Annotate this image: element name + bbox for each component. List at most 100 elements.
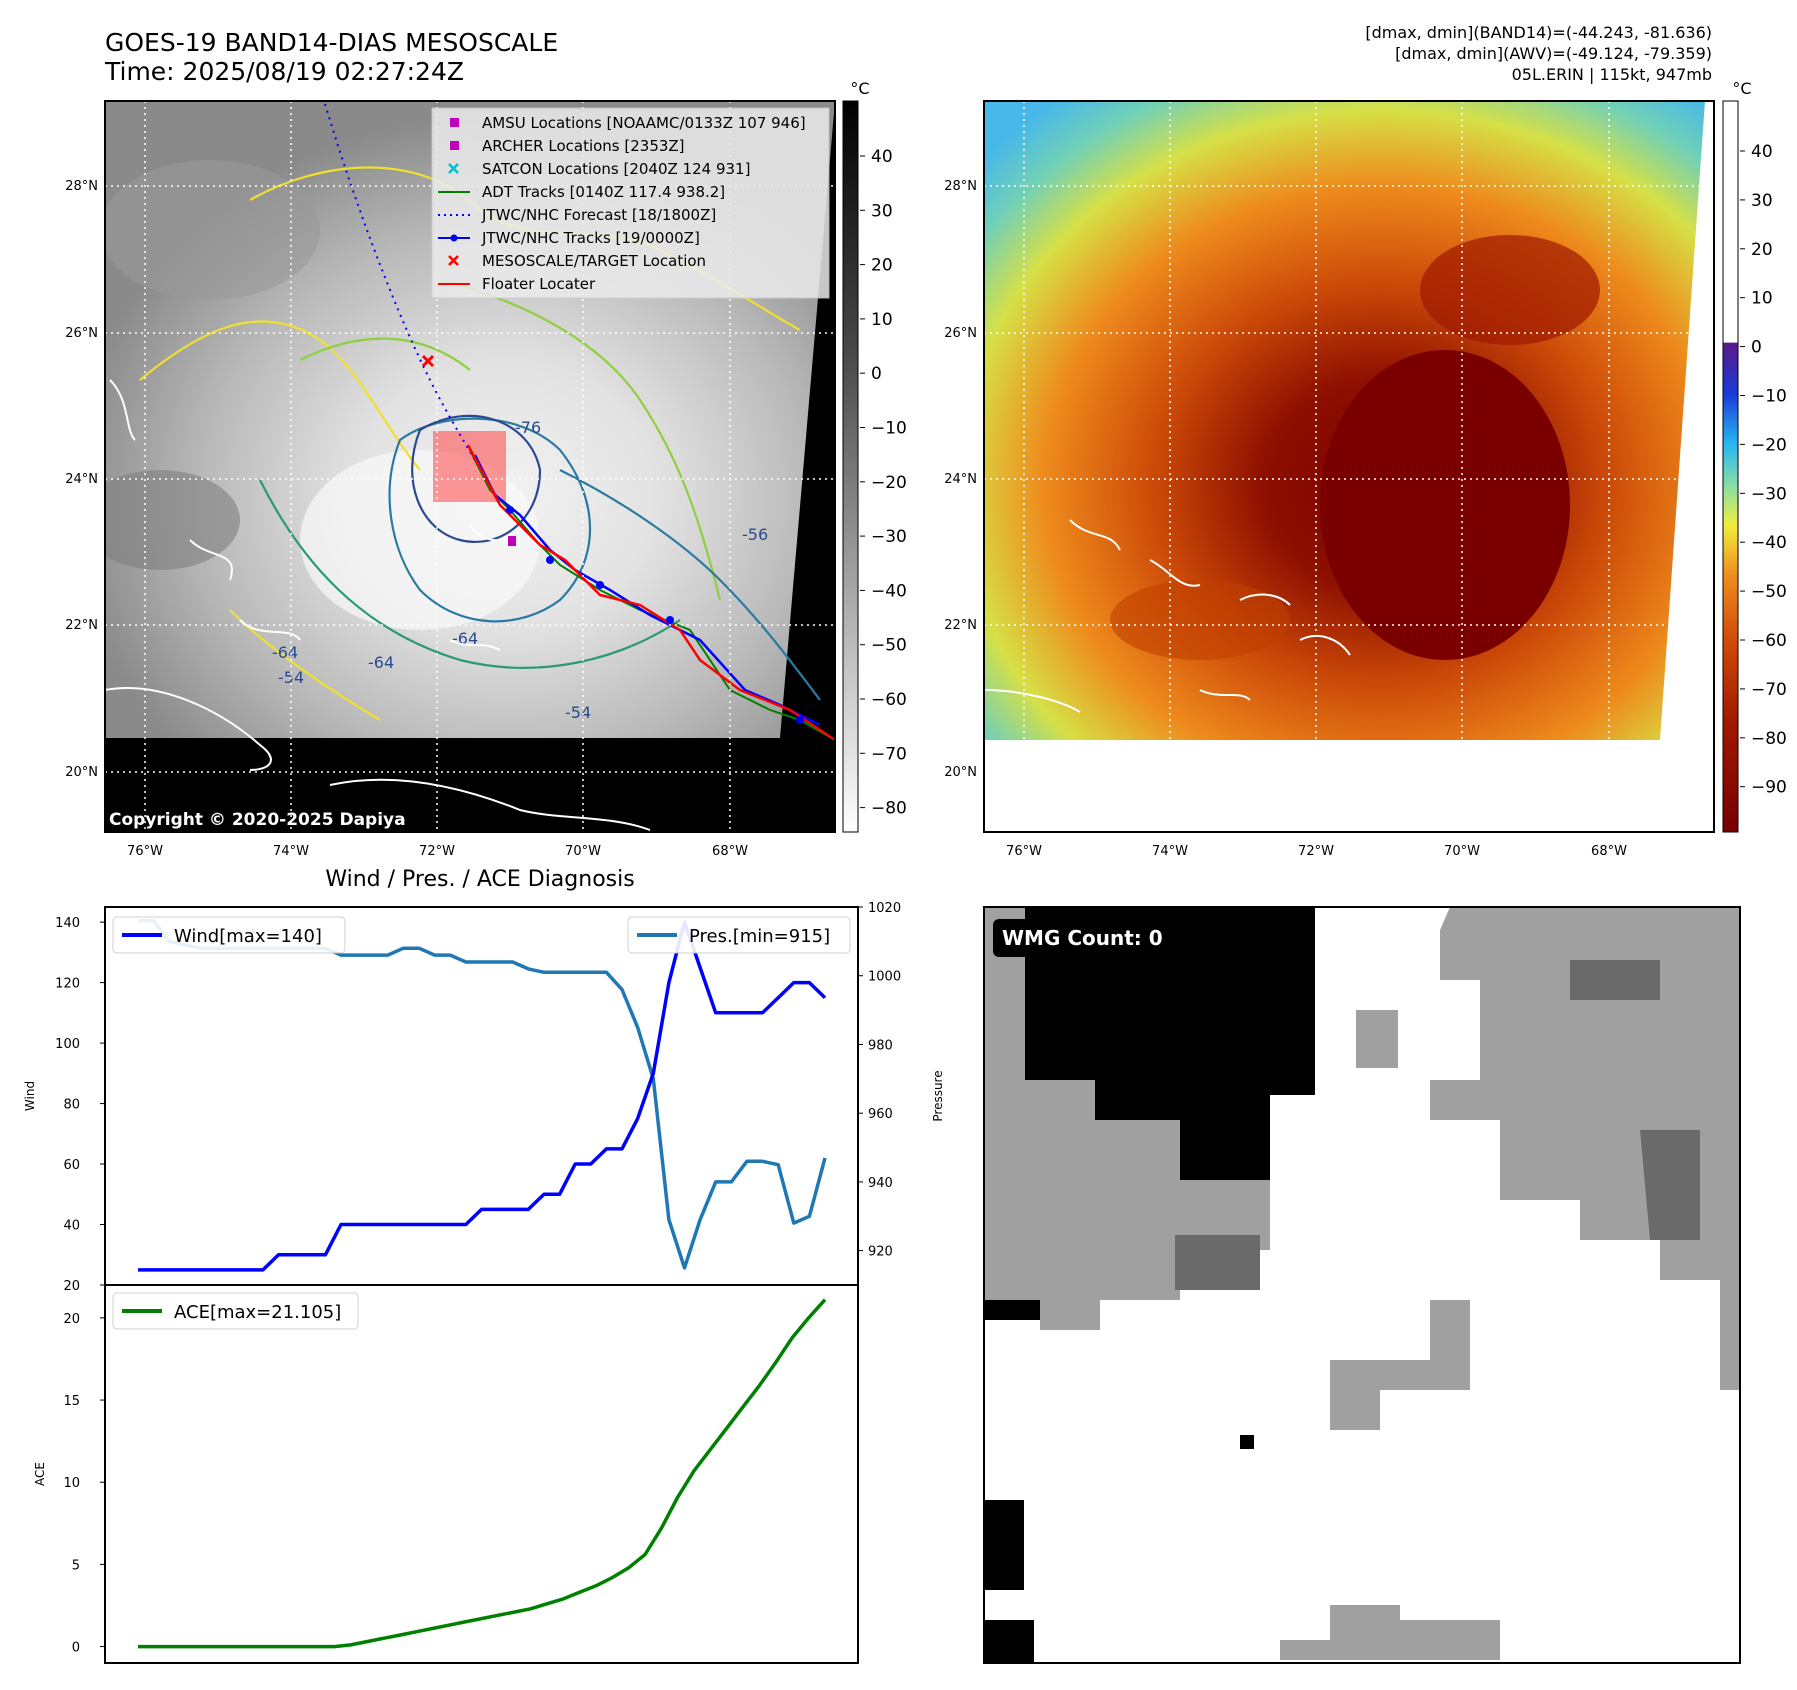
colorbar-tick-label: −70 (871, 744, 907, 764)
legend-item: ADT Tracks [0140Z 117.4 938.2] (438, 183, 725, 201)
colorbar-tick-label: −90 (1751, 778, 1787, 798)
colorbar-tick-label: −80 (1751, 729, 1787, 749)
colorbar-tick-label: −30 (1751, 484, 1787, 504)
chart-title: GOES-19 BAND14-DIAS MESOSCALE (105, 28, 558, 57)
lon-tick: 70°W (1444, 844, 1480, 859)
y-tick-label: 940 (868, 1176, 893, 1191)
legend-label: MESOSCALE/TARGET Location (482, 252, 706, 270)
legend-item: JTWC/NHC Tracks [19/0000Z] (438, 229, 700, 247)
legend-square-marker (450, 118, 459, 127)
lat-tick: 28°N (65, 179, 98, 194)
wmg-count: WMG Count: 0 (1002, 926, 1163, 950)
colorbar-tick-label: 0 (1751, 338, 1762, 358)
lon-tick: 74°W (273, 844, 309, 859)
wind-axis-label: Wind (23, 1081, 37, 1111)
lon-tick: 76°W (1006, 844, 1042, 859)
colorbar-tick-label: −50 (1751, 582, 1787, 602)
lon-tick: 70°W (565, 844, 601, 859)
colorbar-tick-label: 0 (871, 364, 882, 384)
y-tick-label: 920 (868, 1245, 893, 1260)
legend-label: SATCON Locations [2040Z 124 931] (482, 160, 750, 178)
series-line (138, 1298, 827, 1649)
lon-tick: 72°W (1298, 844, 1334, 859)
dmax-awv: [dmax, dmin](AWV)=(-49.124, -79.359) (1395, 44, 1712, 63)
y-tick-label: 10 (63, 1476, 80, 1491)
legend-square-marker (450, 141, 459, 150)
y-tick-label: 20 (63, 1312, 80, 1327)
lon-tick: 74°W (1152, 844, 1188, 859)
series-line (138, 920, 827, 1272)
legend-label: ARCHER Locations [2353Z] (482, 137, 685, 155)
legend-label: ADT Tracks [0140Z 117.4 938.2] (482, 183, 725, 201)
ace-legend: ACE[max=21.105] (112, 1292, 359, 1330)
colorbar-tick-label: −30 (871, 527, 907, 547)
y-tick-label: 140 (55, 916, 80, 931)
y-tick-label: 100 (55, 1037, 80, 1052)
pressure-legend: Pres.[min=915] (627, 916, 851, 954)
legend-dot-marker (450, 234, 458, 242)
pressure-legend-label: Pres.[min=915] (689, 926, 830, 947)
y-tick-label: 120 (55, 977, 80, 992)
colorbar-tick-label: 10 (871, 310, 893, 330)
colorbar-tick-label: −40 (871, 581, 907, 601)
contour-label: -64 (368, 653, 394, 672)
colorbar-tick-label: 10 (1751, 289, 1773, 309)
y-tick-label: 80 (63, 1098, 80, 1113)
colorbar-tick-label: −50 (871, 636, 907, 656)
colorbar-unit: °C (850, 79, 869, 98)
colorbar-tick-label: −80 (871, 799, 907, 819)
y-tick-label: 1020 (868, 901, 901, 916)
storm-info: 05L.ERIN | 115kt, 947mb (1512, 65, 1712, 84)
lon-tick: 68°W (1591, 844, 1627, 859)
colorbar-tick-label: −20 (871, 473, 907, 493)
colorbar-tick-label: 30 (871, 201, 893, 221)
legend-item: SATCON Locations [2040Z 124 931] (448, 160, 750, 178)
y-tick-label: 0 (72, 1641, 80, 1656)
y-tick-label: 980 (868, 1038, 893, 1053)
y-tick-label: 960 (868, 1107, 893, 1122)
legend-item: ARCHER Locations [2353Z] (450, 137, 685, 155)
y-tick-label: 40 (63, 1219, 80, 1234)
y-tick-label: 20 (63, 1279, 80, 1294)
lon-tick: 68°W (712, 844, 748, 859)
lat-tick: 20°N (65, 765, 98, 780)
y-tick-label: 60 (63, 1158, 80, 1173)
map-legend: AMSU Locations [NOAAMC/0133Z 107 946] ARC… (431, 107, 830, 299)
colorbar-grayscale (842, 100, 859, 833)
ace-axes (104, 1284, 859, 1664)
y-tick-label: 5 (72, 1558, 80, 1573)
dmax-band14: [dmax, dmin](BAND14)=(-44.243, -81.636) (1365, 23, 1712, 42)
colorbar-tick-label: −60 (871, 690, 907, 710)
colorbar-tick-label: 40 (871, 147, 893, 167)
legend-item: Floater Locater (438, 275, 596, 293)
legend-item: AMSU Locations [NOAAMC/0133Z 107 946] (450, 114, 806, 132)
contour-label: -56 (742, 525, 768, 544)
contour-label: -76 (515, 418, 541, 437)
ace-legend-label: ACE[max=21.105] (174, 1302, 341, 1323)
wind-legend-label: Wind[max=140] (174, 926, 322, 947)
lat-tick: 22°N (944, 618, 977, 633)
contour-label: -64 (272, 643, 298, 662)
colorbar-tick-label: −60 (1751, 631, 1787, 651)
diagnosis-title: Wind / Pres. / ACE Diagnosis (325, 867, 634, 892)
legend-x-marker (448, 163, 459, 174)
y-tick-label: 15 (63, 1394, 80, 1409)
chart-time: Time: 2025/08/19 02:27:24Z (104, 57, 464, 86)
copyright: Copyright © 2020-2025 Dapiya (109, 810, 406, 830)
lat-tick: 26°N (65, 326, 98, 341)
legend-label: JTWC/NHC Tracks [19/0000Z] (481, 229, 700, 247)
lat-tick: 22°N (65, 618, 98, 633)
contour-label: -54 (565, 703, 591, 722)
legend-label: Floater Locater (482, 275, 596, 293)
lat-tick: 24°N (944, 472, 977, 487)
pressure-axis-label: Pressure (931, 1070, 945, 1121)
map-ir-color (984, 101, 1714, 832)
legend-item: MESOSCALE/TARGET Location (448, 252, 706, 270)
lat-tick: 26°N (944, 326, 977, 341)
lat-tick: 20°N (944, 765, 977, 780)
legend-label: JTWC/NHC Forecast [18/1800Z] (481, 206, 716, 224)
colorbar-tick-label: −20 (1751, 435, 1787, 455)
colorbar-tick-label: −40 (1751, 533, 1787, 553)
colorbar-unit: °C (1732, 79, 1751, 98)
